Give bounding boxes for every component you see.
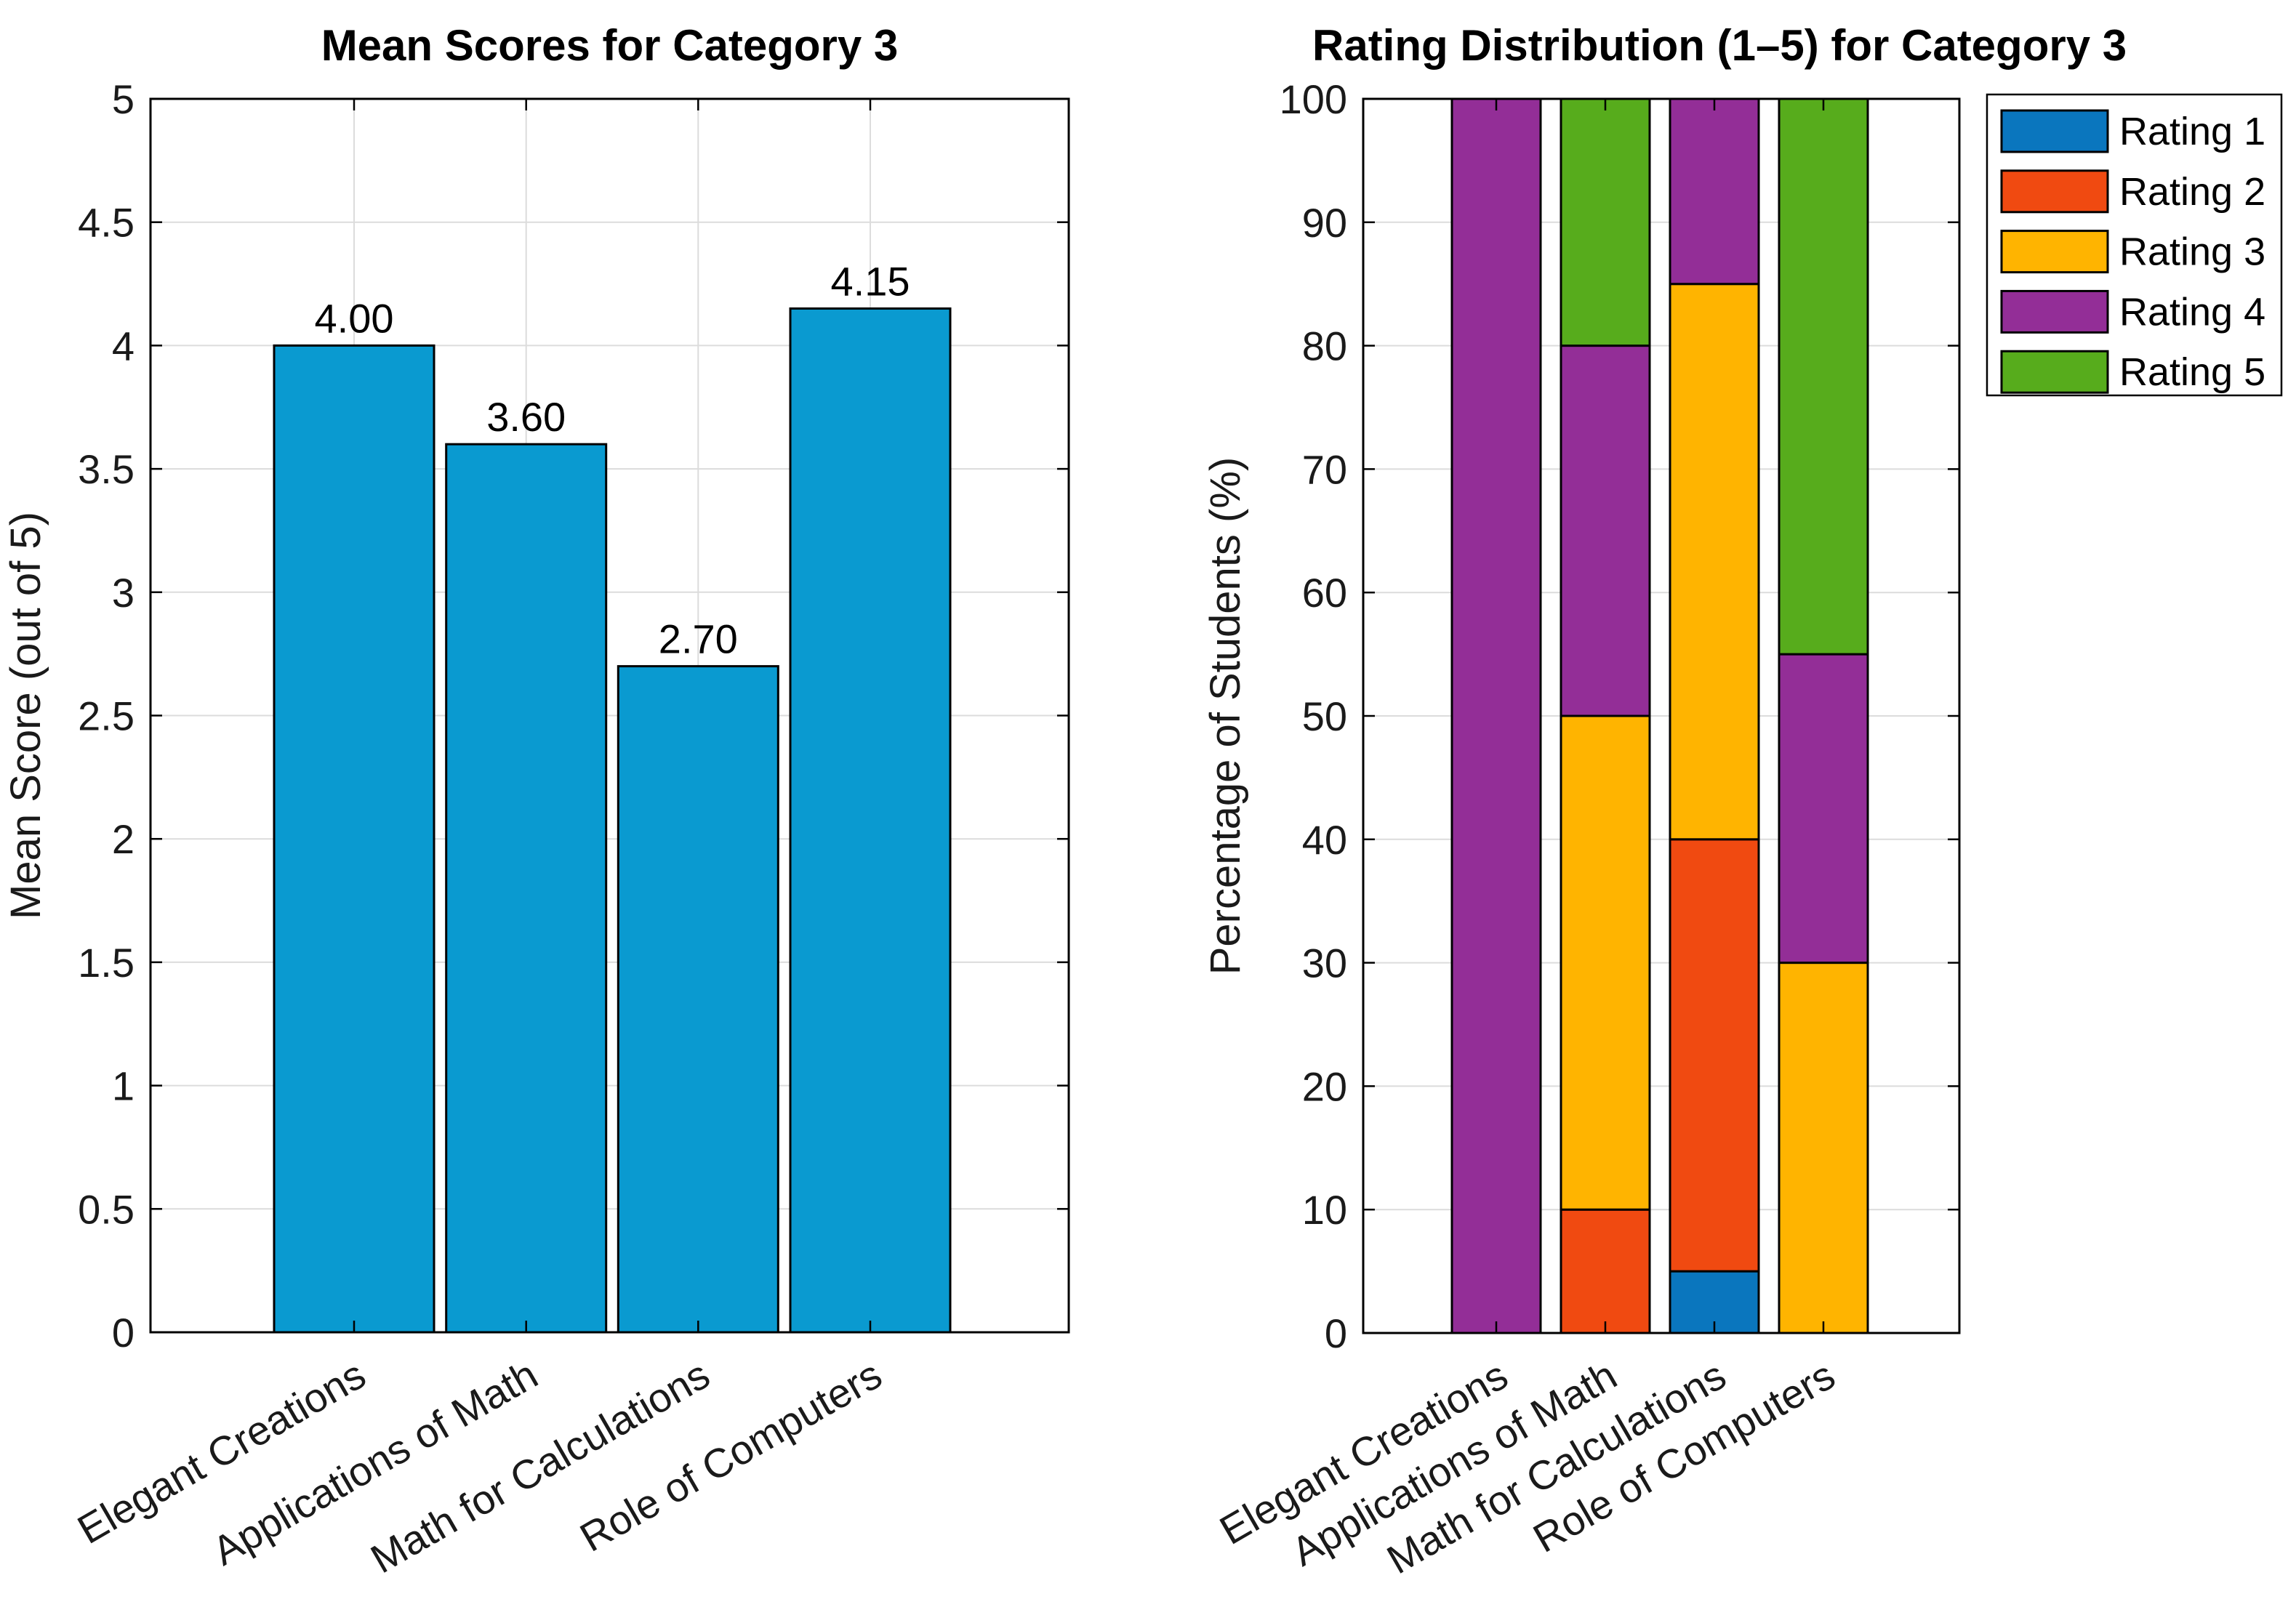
bar-segment bbox=[1669, 97, 1760, 286]
bar bbox=[273, 344, 435, 1334]
y-tick-label: 40 bbox=[1302, 817, 1347, 863]
bar-segment bbox=[1778, 97, 1869, 656]
legend-swatch bbox=[2000, 109, 2109, 153]
y-tick-label: 0.5 bbox=[78, 1186, 135, 1232]
bar-segment bbox=[1669, 283, 1760, 841]
bar-segment bbox=[1778, 962, 1869, 1334]
bar-segment bbox=[1560, 714, 1651, 1211]
legend-swatch bbox=[2000, 350, 2109, 394]
bar-segment bbox=[1560, 1208, 1651, 1334]
y-tick-label: 2 bbox=[112, 816, 135, 862]
x-category-label: Elegant Creations bbox=[70, 1351, 373, 1552]
y-tick-label: 0 bbox=[112, 1310, 135, 1356]
y-tick-label: 3.5 bbox=[78, 446, 135, 492]
legend-label: Rating 3 bbox=[2119, 230, 2265, 274]
y-tick-label: 10 bbox=[1302, 1187, 1347, 1233]
legend-label: Rating 4 bbox=[2119, 290, 2265, 334]
left-chart-title: Mean Scores for Category 3 bbox=[321, 21, 899, 70]
bar-value-label: 2.70 bbox=[659, 616, 738, 662]
bar-value-label: 4.00 bbox=[315, 295, 394, 341]
y-axis-label: Mean Score (out of 5) bbox=[2, 512, 49, 919]
y-tick-label: 70 bbox=[1302, 446, 1347, 492]
y-tick-label: 1 bbox=[112, 1063, 135, 1109]
y-tick-label: 3 bbox=[112, 570, 135, 616]
y-tick-label: 50 bbox=[1302, 693, 1347, 739]
y-axis-label: Percentage of Students (%) bbox=[1202, 457, 1249, 975]
y-tick-label: 90 bbox=[1302, 200, 1347, 246]
legend-label: Rating 2 bbox=[2119, 170, 2265, 214]
bar-segment bbox=[1560, 97, 1651, 347]
bar bbox=[617, 665, 779, 1334]
legend-label: Rating 1 bbox=[2119, 110, 2265, 153]
bar-value-label: 3.60 bbox=[486, 394, 566, 440]
bar-segment bbox=[1560, 345, 1651, 717]
bar-segment bbox=[1778, 653, 1869, 964]
y-tick-label: 30 bbox=[1302, 941, 1347, 986]
right-chart-title: Rating Distribution (1–5) for Category 3 bbox=[1312, 21, 2127, 70]
x-category-label: Role of Computers bbox=[572, 1351, 889, 1560]
bar bbox=[789, 307, 952, 1334]
bar-value-label: 4.15 bbox=[831, 258, 910, 304]
bar bbox=[445, 443, 608, 1334]
y-tick-label: 2.5 bbox=[78, 693, 135, 739]
legend-label: Rating 5 bbox=[2119, 350, 2265, 394]
bar-segment bbox=[1450, 97, 1542, 1334]
y-tick-label: 20 bbox=[1302, 1063, 1347, 1109]
y-tick-label: 60 bbox=[1302, 570, 1347, 616]
legend-swatch bbox=[2000, 289, 2109, 334]
y-tick-label: 0 bbox=[1325, 1310, 1347, 1356]
legend-swatch bbox=[2000, 230, 2109, 274]
legend-swatch bbox=[2000, 169, 2109, 214]
bar-segment bbox=[1669, 838, 1760, 1273]
y-tick-label: 100 bbox=[1280, 76, 1347, 122]
y-tick-label: 4.5 bbox=[78, 200, 135, 246]
y-tick-label: 4 bbox=[112, 323, 135, 368]
y-tick-label: 1.5 bbox=[78, 940, 135, 986]
y-tick-label: 5 bbox=[112, 76, 135, 122]
y-tick-label: 80 bbox=[1302, 323, 1347, 369]
